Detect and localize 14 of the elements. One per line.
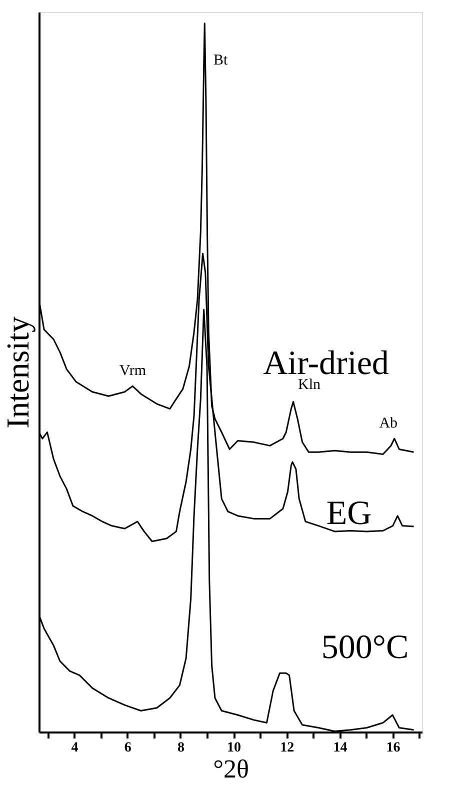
- x-axis-title: °2θ: [213, 754, 249, 784]
- x-tick-label: 8: [177, 740, 184, 756]
- x-tick-label: 12: [280, 740, 294, 756]
- x-tick-label: 10: [227, 740, 242, 756]
- annotation: Vrm: [119, 363, 146, 380]
- series-label: EG: [326, 495, 372, 532]
- x-tick-label: 16: [386, 740, 400, 756]
- annotation: Ab: [379, 416, 398, 432]
- y-axis-title: Intensity: [0, 316, 36, 428]
- x-tick-label: 14: [333, 740, 348, 756]
- x-tick-label: 6: [124, 740, 132, 756]
- x-tick-label: 4: [71, 740, 78, 756]
- series-label: 500°C: [321, 629, 409, 666]
- annotation: Bt: [214, 52, 229, 68]
